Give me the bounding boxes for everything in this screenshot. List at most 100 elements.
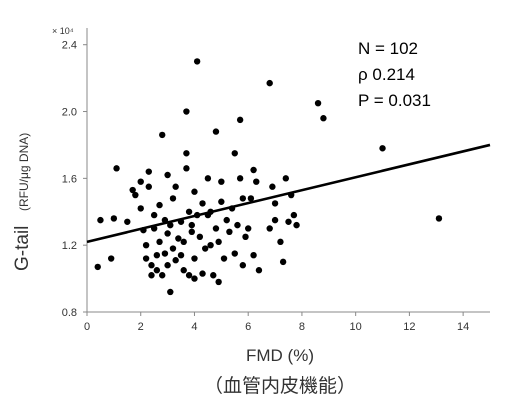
data-point xyxy=(97,216,104,224)
x-axis-label: FMD (%) xyxy=(246,346,314,365)
data-point xyxy=(215,278,222,286)
data-point xyxy=(113,165,120,172)
data-point xyxy=(271,216,279,224)
y-tick-label: 2.0 xyxy=(62,107,77,119)
data-point xyxy=(234,221,241,229)
data-point xyxy=(161,250,169,257)
data-point xyxy=(231,250,238,257)
y-axis-label: G-tail (RFU/μg DNA) xyxy=(12,133,33,271)
data-point xyxy=(188,228,195,236)
data-point xyxy=(266,225,273,232)
data-point xyxy=(218,198,225,205)
data-point xyxy=(159,272,166,279)
data-point xyxy=(183,165,190,172)
data-point xyxy=(183,150,190,157)
data-point xyxy=(145,183,152,190)
data-point xyxy=(172,257,179,264)
data-point xyxy=(255,267,263,274)
y-tick-label: 0.8 xyxy=(62,307,77,319)
x-tick-label: 14 xyxy=(457,321,469,333)
y-tick-label: 2.4 xyxy=(62,40,77,52)
data-point xyxy=(129,186,136,194)
data-point xyxy=(435,215,443,222)
data-point xyxy=(110,215,118,222)
data-point xyxy=(379,145,386,152)
data-point xyxy=(290,211,298,219)
data-point xyxy=(293,221,300,229)
data-point xyxy=(269,183,276,190)
y-tick-label: 1.6 xyxy=(62,173,77,185)
data-point xyxy=(271,200,279,207)
data-point xyxy=(169,195,177,202)
data-point xyxy=(185,208,193,215)
data-point xyxy=(285,218,292,225)
data-point xyxy=(159,131,166,139)
data-point xyxy=(239,195,247,202)
data-point xyxy=(202,245,209,252)
data-point xyxy=(137,205,144,212)
data-point xyxy=(210,272,217,279)
data-point xyxy=(239,262,247,269)
data-point xyxy=(207,241,214,249)
data-point xyxy=(199,270,206,277)
data-point xyxy=(167,288,174,296)
data-point xyxy=(180,267,187,274)
data-point xyxy=(250,166,257,174)
x-tick-label: 6 xyxy=(245,321,251,333)
data-point xyxy=(279,258,287,266)
y-axis-label-main: G-tail xyxy=(12,226,33,271)
y-scale-label: × 10⁴ xyxy=(52,26,74,36)
x-tick-label: 8 xyxy=(299,321,305,333)
data-point xyxy=(245,225,252,232)
data-point xyxy=(164,262,171,269)
data-point xyxy=(215,238,222,246)
data-point xyxy=(199,200,206,207)
x-tick-label: 10 xyxy=(350,321,362,333)
data-point xyxy=(220,255,228,262)
data-point xyxy=(177,252,185,259)
data-point xyxy=(145,168,152,175)
data-point xyxy=(107,255,115,262)
data-point xyxy=(236,175,244,182)
x-tick-label: 2 xyxy=(138,321,144,333)
y-tick-label: 1.2 xyxy=(62,240,77,252)
data-point xyxy=(124,218,131,225)
data-point xyxy=(169,245,177,252)
y-axis-ticks: 0.8 1.2 1.6 2.0 2.4 xyxy=(62,40,87,319)
data-point xyxy=(94,263,101,271)
data-point xyxy=(153,252,161,259)
data-point xyxy=(185,272,193,279)
data-point xyxy=(188,221,195,229)
y-axis-label-unit: (RFU/μg DNA) xyxy=(17,133,31,211)
data-point xyxy=(148,272,155,279)
data-points xyxy=(94,58,443,296)
data-point xyxy=(142,255,150,262)
data-point xyxy=(212,128,220,135)
data-point xyxy=(231,150,238,157)
data-point xyxy=(180,238,187,246)
x-tick-label: 0 xyxy=(84,321,90,333)
annotation-n: N = 102 xyxy=(358,39,418,58)
data-point xyxy=(277,238,284,246)
data-point xyxy=(282,175,290,182)
axes xyxy=(86,28,490,313)
x-tick-label: 12 xyxy=(403,321,415,333)
data-point xyxy=(226,228,233,236)
data-point xyxy=(172,183,179,190)
annotation-rho: ρ 0.214 xyxy=(358,65,415,84)
data-point xyxy=(223,216,230,224)
x-axis-sublabel: （血管内皮機能） xyxy=(203,376,356,397)
data-point xyxy=(191,255,198,262)
x-axis-ticks: 0 2 4 6 8 10 12 14 xyxy=(84,312,469,333)
data-point xyxy=(204,175,212,182)
data-point xyxy=(218,178,225,185)
data-point xyxy=(164,230,171,237)
data-point xyxy=(164,171,171,179)
data-point xyxy=(266,79,273,87)
data-point xyxy=(156,238,163,246)
data-point xyxy=(150,211,158,219)
data-point xyxy=(191,275,198,282)
data-point xyxy=(148,262,155,269)
data-point xyxy=(247,195,255,202)
